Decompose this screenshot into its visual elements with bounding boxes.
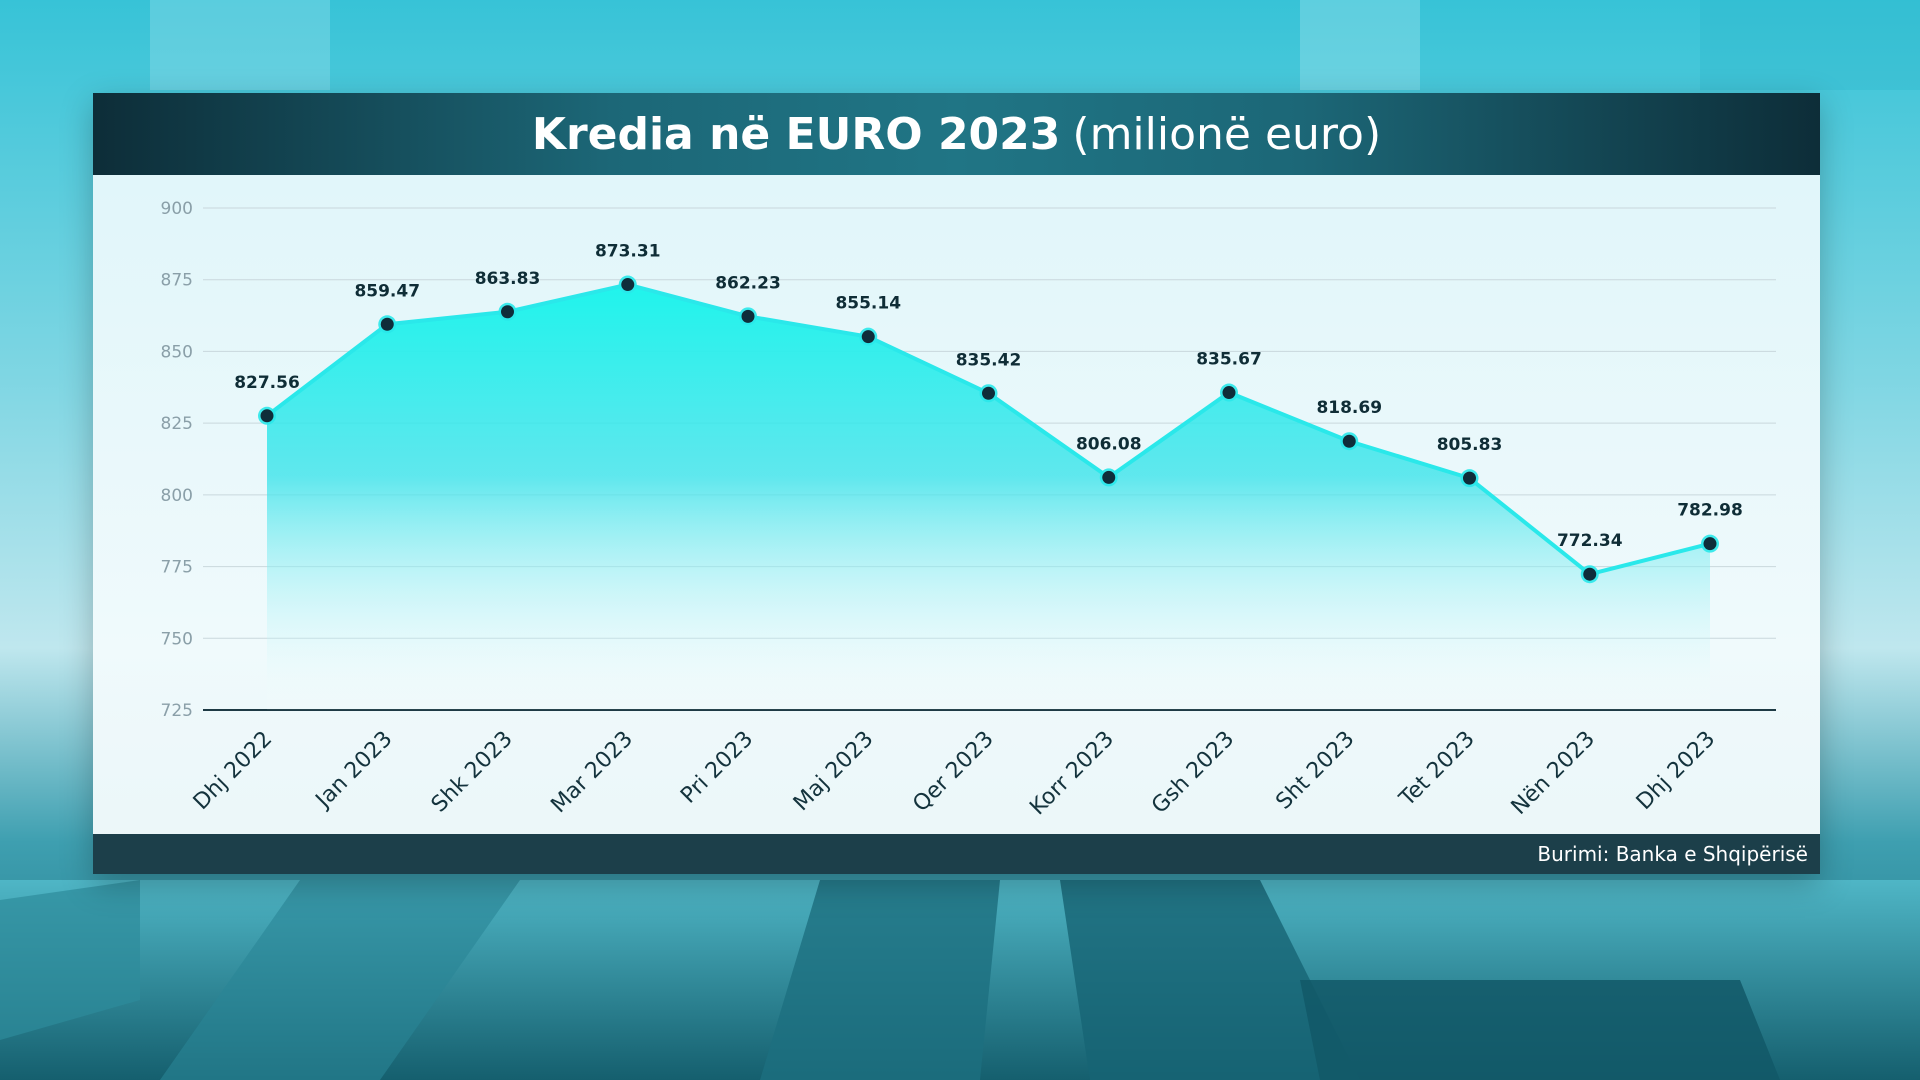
x-tick-label: Dhj 2022 bbox=[189, 727, 277, 815]
data-point bbox=[982, 386, 995, 400]
data-label: 873.31 bbox=[595, 242, 661, 262]
y-tick-label: 800 bbox=[161, 486, 193, 506]
data-label: 862.23 bbox=[715, 273, 781, 293]
x-tick-label: Sht 2023 bbox=[1271, 727, 1359, 815]
data-label: 855.14 bbox=[835, 294, 901, 314]
source-text: Burimi: Banka e Shqipërisë bbox=[1537, 842, 1808, 866]
data-point bbox=[260, 409, 274, 423]
y-tick-label: 725 bbox=[161, 701, 193, 721]
x-tick-label: Shk 2023 bbox=[427, 727, 518, 818]
chart-title: Kredia në EURO 2023 bbox=[531, 108, 1061, 160]
y-tick-label: 900 bbox=[161, 199, 193, 219]
source-footer: Burimi: Banka e Shqipërisë bbox=[93, 834, 1820, 874]
plot-area: 827.56 859.47 863.83 873.31 862.23 855.14 835.… bbox=[93, 175, 1820, 834]
x-tick-label: Pri 2023 bbox=[676, 727, 758, 809]
data-point bbox=[1583, 567, 1597, 581]
data-label: 835.42 bbox=[956, 350, 1022, 370]
x-tick-label: Korr 2023 bbox=[1025, 727, 1119, 821]
x-tick-label: Qer 2023 bbox=[908, 727, 998, 817]
data-point bbox=[1703, 537, 1717, 551]
data-label: 863.83 bbox=[475, 269, 541, 289]
y-tick-label: 775 bbox=[161, 558, 193, 578]
data-label: 827.56 bbox=[234, 373, 300, 393]
data-point bbox=[1342, 434, 1356, 448]
x-tick-label: Dhj 2023 bbox=[1632, 727, 1720, 815]
y-tick-label: 850 bbox=[161, 342, 193, 362]
data-point bbox=[1102, 470, 1116, 484]
data-label: 806.08 bbox=[1076, 434, 1142, 454]
title-bar: Kredia në EURO 2023 (milionë euro) bbox=[93, 93, 1820, 175]
data-point bbox=[741, 309, 755, 323]
data-label: 835.67 bbox=[1196, 350, 1262, 370]
data-label: 859.47 bbox=[354, 281, 420, 301]
series-area bbox=[267, 284, 1710, 710]
x-tick-label: Jan 2023 bbox=[310, 727, 398, 815]
data-label: 805.83 bbox=[1437, 435, 1503, 455]
data-label: 782.98 bbox=[1677, 501, 1743, 521]
x-tick-label: Maj 2023 bbox=[789, 727, 878, 816]
chart-panel: Kredia në EURO 2023 (milionë euro) 827.5… bbox=[93, 93, 1820, 874]
x-tick-label: Gsh 2023 bbox=[1147, 727, 1239, 819]
x-tick-label: Nën 2023 bbox=[1507, 727, 1600, 820]
line-area-chart: 827.56 859.47 863.83 873.31 862.23 855.14 835.… bbox=[161, 199, 1776, 821]
y-tick-label: 825 bbox=[161, 414, 193, 434]
data-label: 772.34 bbox=[1557, 531, 1623, 551]
chart-unit: (milionë euro) bbox=[1072, 108, 1382, 160]
data-label: 818.69 bbox=[1316, 398, 1382, 418]
data-point bbox=[861, 330, 875, 344]
y-tick-label: 750 bbox=[161, 629, 193, 649]
data-point bbox=[501, 305, 514, 319]
data-point bbox=[1463, 471, 1476, 485]
x-tick-label: Mar 2023 bbox=[546, 727, 638, 819]
data-point bbox=[1222, 386, 1236, 400]
data-point bbox=[621, 278, 635, 292]
data-point bbox=[380, 317, 394, 331]
x-tick-label: Tet 2023 bbox=[1394, 727, 1479, 812]
y-tick-label: 875 bbox=[161, 271, 193, 291]
